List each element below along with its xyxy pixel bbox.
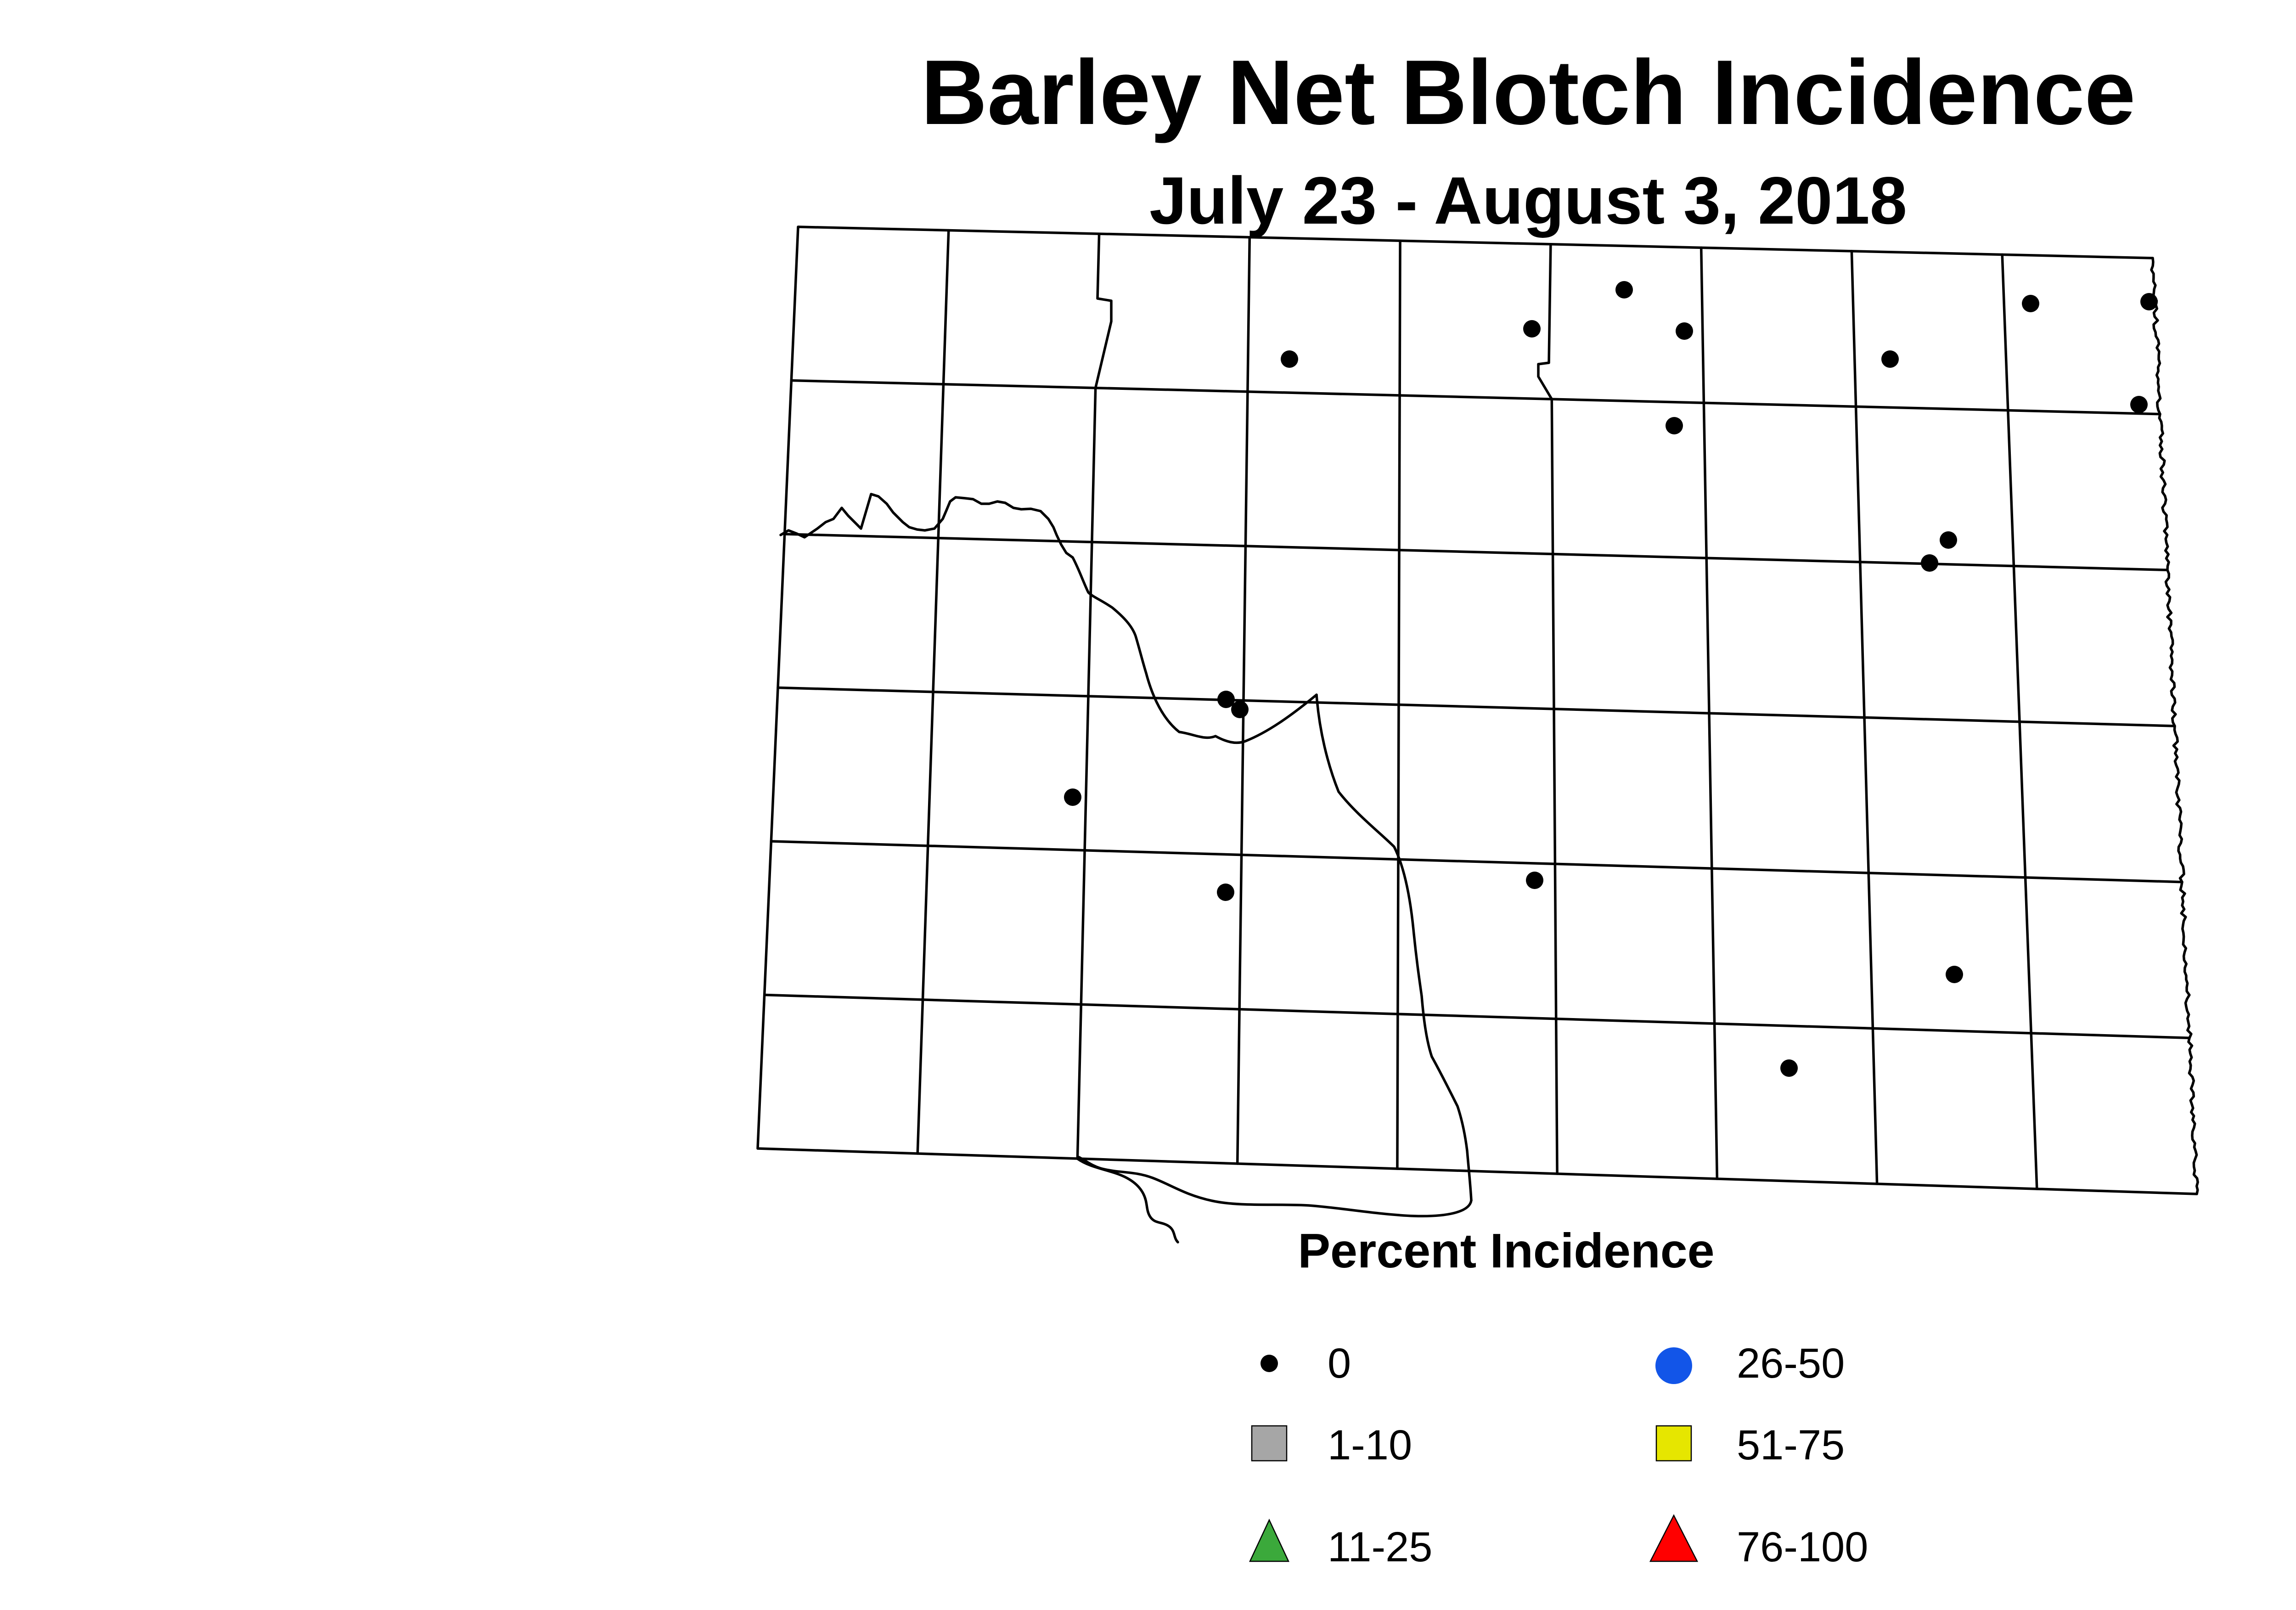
svg-text:Percent Incidence: Percent Incidence [1298, 1224, 1714, 1278]
svg-text:51-75: 51-75 [1737, 1422, 1845, 1469]
svg-text:76-100: 76-100 [1737, 1524, 1868, 1571]
svg-text:0: 0 [1328, 1340, 1351, 1387]
svg-text:1-10: 1-10 [1328, 1422, 1412, 1469]
svg-text:11-25: 11-25 [1328, 1524, 1432, 1571]
svg-text:26-50: 26-50 [1737, 1340, 1845, 1387]
